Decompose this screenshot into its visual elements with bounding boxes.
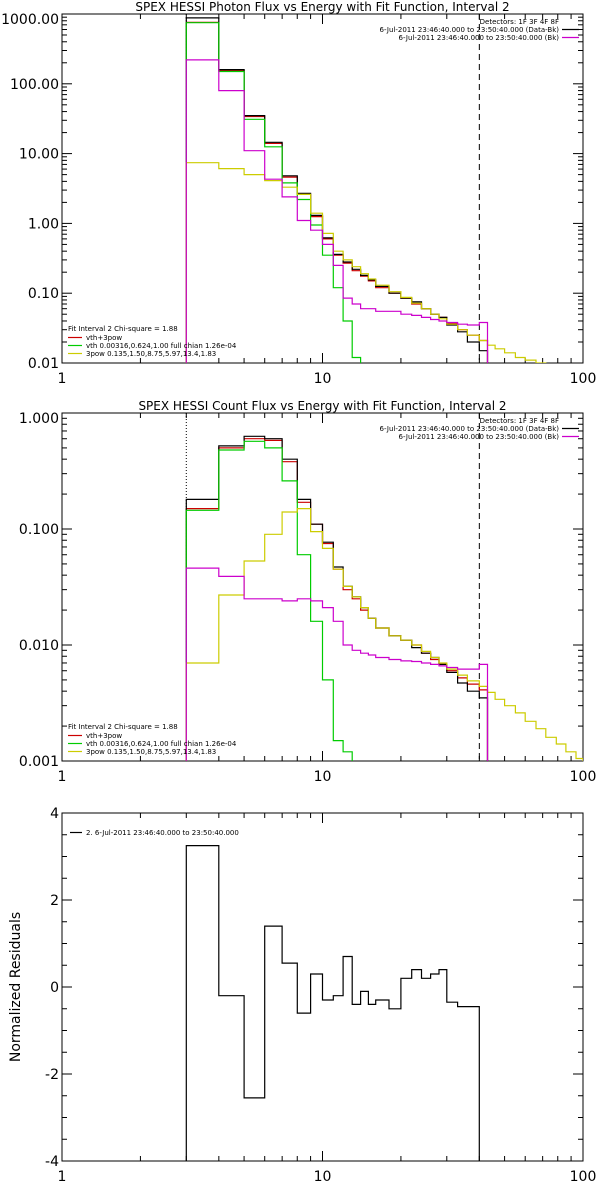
y-tick-label: 0.10 [28,286,59,302]
y-tick-label: 0.100 [19,522,59,538]
legend-fit-title: Fit Interval 2 Chi-square = 1.88 [68,325,178,333]
legend-header-line: Detectors: 1F 3F 4F 8F [480,417,559,425]
series-vth-3pow [185,21,489,363]
series-3pow [185,508,583,761]
x-tick-label: 100 [570,371,597,387]
legend-fit-entry: vth 0.00316,0.624,1.00 full chian 1.26e-… [86,740,237,748]
y-tick-label: 0.010 [19,638,59,654]
legend-header-line: Detectors: 1F 3F 4F 8F [480,18,559,26]
x-tick-label: 1 [58,769,67,785]
series-residuals [185,845,480,1161]
plot-frame-2 [61,412,584,762]
x-tick-label: 1 [58,371,67,387]
legend-fit-entry: 3pow 0.135,1.50,8.75,5.97,13.4,1.83 [86,748,216,756]
series-bk [185,567,489,761]
x-tick-label: 10 [314,769,332,785]
y-tick-label: -4 [45,1154,59,1170]
y-tick-label: 0 [50,980,59,996]
y-tick-label: -2 [45,1067,59,1083]
series-vth-3pow [185,438,489,761]
legend-fit-entry: vth+3pow [86,732,122,740]
x-tick-label: 100 [570,1169,597,1185]
x-tick-label: 10 [314,371,332,387]
y-tick-label: 1.00 [28,216,59,232]
series-vth [185,22,362,363]
y-tick-label: 0.001 [19,754,59,770]
y-tick-label: 1.000 [19,411,59,427]
legend-fit-title: Fit Interval 2 Chi-square = 1.88 [68,723,178,731]
legend-fit-entry: vth 0.00316,0.624,1.00 full chian 1.26e-… [86,342,237,350]
y-tick-label: 0.01 [28,356,59,372]
legend-header-line: 6-Jul-2011 23:46:40.000 to 23:50:40.000 … [399,433,560,441]
plot-frame-1 [61,13,584,364]
y-tick-label: 2 [50,893,59,909]
y-tick-label: 1000.00 [1,12,59,28]
legend-header-line: 6-Jul-2011 23:46:40.000 to 23:50:40.000 … [380,425,560,433]
x-tick-label: 100 [570,769,597,785]
x-tick-label: 1 [58,1169,67,1185]
legend-fit-entry: 3pow 0.135,1.50,8.75,5.97,13.4,1.83 [86,350,216,358]
series-3pow [185,162,547,363]
y-tick-label: 100.00 [10,77,59,93]
series-data-bk [185,17,489,363]
y-axis-label: Normalized Residuals [8,912,24,1062]
series-data-bk [185,435,489,761]
series-bk [185,59,489,363]
y-tick-label: 4 [50,806,59,822]
chart-title-1: SPEX HESSI Photon Flux vs Energy with Fi… [135,0,509,14]
y-tick-label: 10.00 [19,147,59,163]
x-tick-label: 10 [314,1169,332,1185]
legend-entry: 2. 6-Jul-2011 23:46:40.000 to 23:50:40.0… [86,829,239,837]
chart-title-2: SPEX HESSI Count Flux vs Energy with Fit… [138,399,506,413]
legend-fit-entry: vth+3pow [86,334,122,342]
legend-header-line: 6-Jul-2011 23:46:40.000 to 23:50:40.000 … [380,26,560,34]
legend-header-line: 6-Jul-2011 23:46:40.000 to 23:50:40.000 … [399,34,560,42]
series-vth [185,440,353,761]
